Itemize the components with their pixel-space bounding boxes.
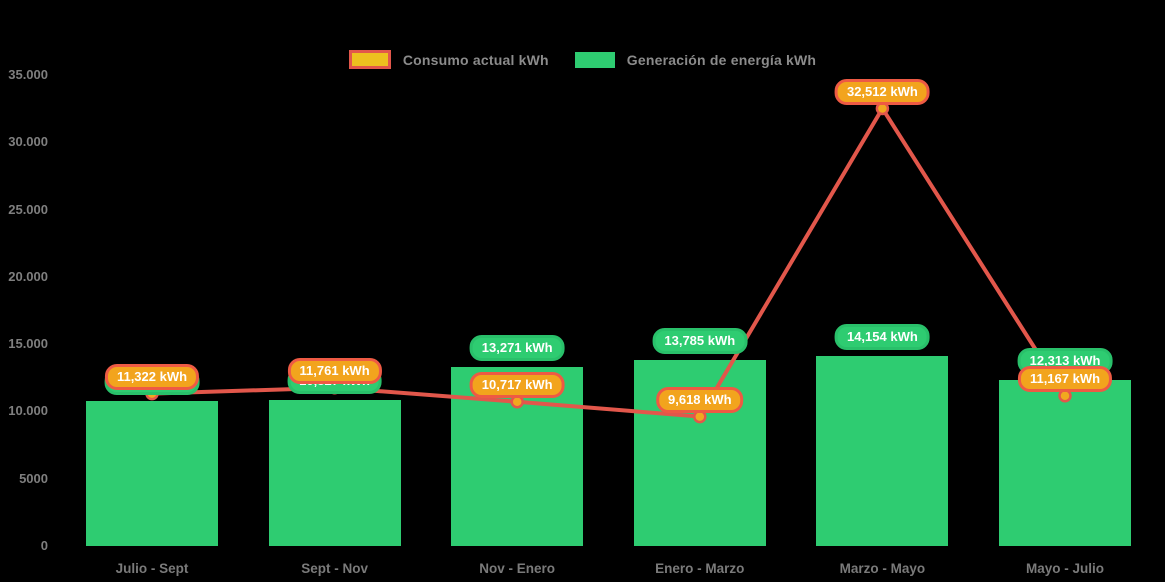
line-value-label[interactable]: 9,618 kWh [656, 387, 744, 414]
line-value-label[interactable]: 11,322 kWh [104, 364, 200, 391]
y-axis-tick-label: 5000 [19, 470, 48, 486]
bar-generacion[interactable] [816, 355, 949, 546]
legend-item-consumo[interactable]: Consumo actual kWh [348, 50, 549, 69]
legend-swatch-consumo-icon [348, 50, 391, 69]
legend-swatch-generacion-icon [574, 51, 615, 68]
bar-generacion[interactable] [999, 380, 1131, 546]
line-value-label[interactable]: 32,512 kWh [834, 78, 930, 105]
x-axis-category-label: Sept - Nov [301, 561, 368, 576]
legend-label-generacion: Generación de energía kWh [626, 51, 817, 68]
legend-label-consumo: Consumo actual kWh [402, 51, 549, 68]
y-axis-tick-label: 10.000 [8, 403, 48, 419]
x-axis-category-label: Mayo - Julio [1025, 561, 1104, 576]
y-axis-tick-label: 35.000 [8, 67, 48, 82]
bar-value-label[interactable]: 13,271 kWh [469, 335, 565, 362]
y-axis-tick-label: 20.000 [8, 268, 48, 284]
x-axis-category-label: Julio - Sept [115, 561, 189, 576]
chart-legend: Consumo actual kWh Generación de energía… [0, 50, 1165, 69]
legend-item-generacion[interactable]: Generación de energía kWh [574, 51, 817, 68]
line-value-label[interactable]: 10,717 kWh [469, 372, 565, 399]
bar-generacion[interactable] [268, 400, 401, 546]
bar-generacion[interactable] [86, 401, 218, 546]
line-value-label[interactable]: 11,761 kWh [287, 358, 382, 385]
x-axis-category-label: Nov - Enero [479, 561, 556, 576]
y-axis-tick-label: 0 [40, 538, 48, 553]
bar-value-label[interactable]: 13,785 kWh [652, 328, 748, 355]
x-axis-category-label: Marzo - Mayo [839, 561, 926, 576]
line-value-label[interactable]: 11,167 kWh [1017, 366, 1113, 393]
y-axis-tick-label: 30.000 [8, 134, 48, 150]
y-axis-tick-label: 25.000 [8, 201, 48, 217]
bar-value-label[interactable]: 14,154 kWh [834, 323, 930, 350]
y-axis-tick-label: 15.000 [8, 336, 48, 352]
x-axis-category-label: Enero - Marzo [655, 561, 745, 576]
